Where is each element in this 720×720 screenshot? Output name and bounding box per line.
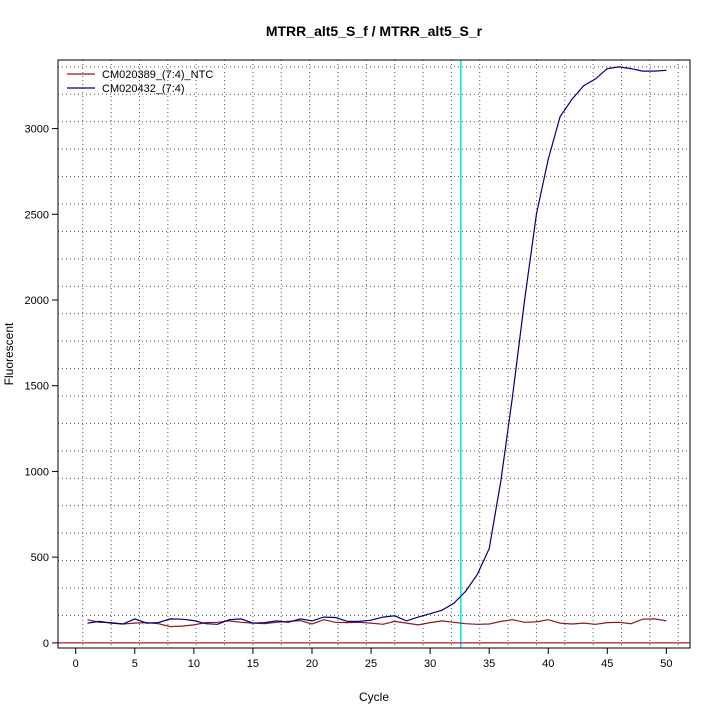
y-tick-label: 0 [43,638,49,650]
series-line-2 [87,66,667,625]
series-lines [87,66,667,628]
x-axis-ticks: 0 5 10 15 20 25 30 35 40 45 50 [73,648,672,670]
x-axis-label: Cycle [359,690,389,704]
x-tick-label: 45 [601,658,613,670]
chart-title: MTRR_alt5_S_f / MTRR_alt5_S_r [266,23,483,39]
y-axis-ticks: 0 500 1000 1500 2000 2500 3000 [25,124,58,650]
x-tick-label: 25 [365,658,377,670]
x-tick-label: 30 [424,658,436,670]
x-tick-label: 20 [306,658,318,670]
legend-label-1: CM020389_(7:4)_NTC [102,69,213,81]
x-tick-label: 50 [660,658,672,670]
y-tick-label: 2500 [25,209,49,221]
y-tick-label: 3000 [25,124,49,136]
legend: CM020389_(7:4)_NTC CM020432_(7:4) [67,69,213,95]
x-tick-label: 15 [247,658,259,670]
series-line-1 [87,618,667,628]
plot-frame [57,59,691,649]
y-tick-label: 500 [31,552,49,564]
x-tick-label: 40 [542,658,554,670]
grid-lines [58,60,690,648]
y-tick-label: 1000 [25,466,49,478]
y-tick-label: 2000 [25,295,49,307]
y-axis-label: Fluorescent [2,322,16,385]
x-tick-label: 5 [132,658,138,670]
y-tick-label: 1500 [25,381,49,393]
x-tick-label: 0 [73,658,79,670]
x-tick-label: 10 [188,658,200,670]
x-tick-label: 35 [483,658,495,670]
legend-label-2: CM020432_(7:4) [102,83,185,95]
